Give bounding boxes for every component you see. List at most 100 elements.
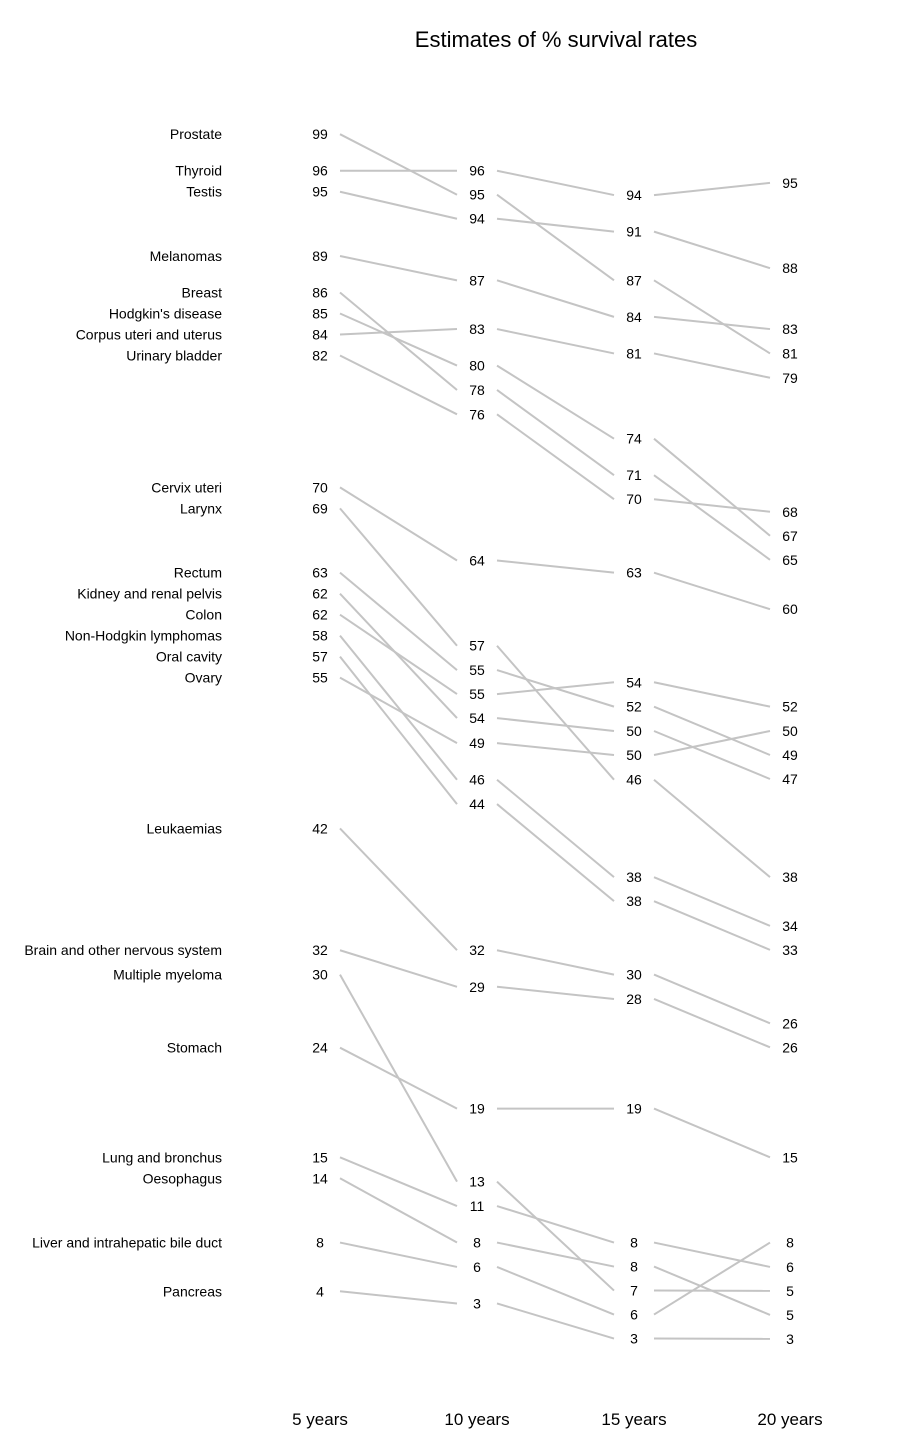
value-label: 57 bbox=[469, 638, 485, 654]
value-label: 58 bbox=[312, 628, 328, 644]
value-label: 85 bbox=[312, 306, 328, 322]
value-label: 95 bbox=[312, 184, 328, 200]
connector-line bbox=[339, 827, 458, 951]
connector-line bbox=[496, 364, 615, 440]
value-label: 86 bbox=[312, 285, 328, 301]
connector-line bbox=[653, 571, 771, 611]
value-label: 78 bbox=[469, 382, 485, 398]
row-label: Stomach bbox=[167, 1040, 222, 1056]
column-label: 15 years bbox=[601, 1410, 666, 1429]
value-label: 65 bbox=[782, 552, 798, 568]
connector-line bbox=[653, 998, 771, 1049]
connector-line bbox=[339, 133, 458, 196]
value-label: 29 bbox=[469, 979, 485, 995]
row-label: Breast bbox=[182, 285, 223, 301]
connector-line bbox=[653, 315, 771, 331]
value-label: 87 bbox=[626, 272, 642, 288]
value-label: 70 bbox=[626, 491, 642, 507]
value-label: 26 bbox=[782, 1039, 798, 1055]
connector-line bbox=[653, 778, 771, 878]
value-label: 55 bbox=[469, 662, 485, 678]
value-label: 62 bbox=[312, 607, 328, 623]
value-label: 5 bbox=[786, 1307, 794, 1323]
connector-line bbox=[496, 949, 615, 976]
connector-line bbox=[496, 985, 615, 1000]
connector-line bbox=[496, 169, 615, 197]
connector-line bbox=[339, 1177, 458, 1244]
column-label: 5 years bbox=[292, 1410, 348, 1429]
value-label: 32 bbox=[312, 942, 328, 958]
chart-title: Estimates of % survival rates bbox=[415, 27, 697, 52]
value-label: 50 bbox=[626, 747, 642, 763]
value-label: 42 bbox=[312, 820, 328, 836]
value-label: 83 bbox=[469, 321, 485, 337]
value-label: 95 bbox=[782, 175, 798, 191]
connector-line bbox=[339, 949, 458, 988]
connector-line bbox=[496, 1241, 615, 1268]
value-label: 49 bbox=[469, 735, 485, 751]
connector-line bbox=[496, 217, 615, 233]
connector-line bbox=[653, 1107, 771, 1159]
connector-line bbox=[496, 328, 615, 355]
connector-line bbox=[496, 1180, 615, 1292]
value-label: 74 bbox=[626, 431, 642, 447]
value-label: 91 bbox=[626, 224, 642, 240]
connector-line bbox=[496, 559, 615, 574]
value-label: 7 bbox=[630, 1283, 638, 1299]
value-label: 26 bbox=[782, 1015, 798, 1031]
value-label: 15 bbox=[782, 1149, 798, 1165]
connector-line bbox=[339, 507, 458, 647]
row-labels: Prostate Thyroid Testis Melanomas Breast Hodg… bbox=[24, 126, 222, 1299]
value-label: 88 bbox=[782, 260, 798, 276]
value-label: 62 bbox=[312, 586, 328, 602]
connector-line bbox=[339, 354, 458, 416]
value-label: 38 bbox=[782, 869, 798, 885]
row-label: Lung and bronchus bbox=[102, 1149, 222, 1165]
value-label: 30 bbox=[626, 967, 642, 983]
row-label: Larynx bbox=[180, 500, 222, 516]
connector-line bbox=[339, 1290, 458, 1305]
value-label: 46 bbox=[626, 772, 642, 788]
connector-line bbox=[339, 656, 458, 805]
value-label: 15 bbox=[312, 1149, 328, 1165]
connector-line bbox=[653, 437, 771, 537]
value-label: 96 bbox=[312, 163, 328, 179]
connector-line bbox=[339, 1156, 458, 1207]
value-label: 57 bbox=[312, 649, 328, 665]
value-label: 8 bbox=[316, 1235, 324, 1251]
value-label: 8 bbox=[473, 1235, 481, 1251]
connector-line bbox=[653, 681, 771, 708]
value-label: 83 bbox=[782, 321, 798, 337]
connector-line bbox=[339, 1241, 458, 1268]
value-label: 50 bbox=[626, 723, 642, 739]
value-label: 55 bbox=[469, 686, 485, 702]
connector-line bbox=[496, 803, 615, 902]
value-label: 81 bbox=[782, 345, 798, 361]
connector-line bbox=[496, 1265, 615, 1316]
row-label: Oesophagus bbox=[143, 1170, 222, 1186]
connector-line bbox=[339, 613, 458, 695]
row-label: Testis bbox=[186, 184, 222, 200]
connector-line bbox=[339, 486, 458, 562]
connector-line bbox=[653, 498, 771, 513]
value-label: 68 bbox=[782, 504, 798, 520]
row-label: Corpus uteri and uterus bbox=[76, 327, 222, 343]
connector-line bbox=[339, 635, 458, 781]
value-label: 47 bbox=[782, 771, 798, 787]
row-label: Kidney and renal pelvis bbox=[77, 586, 222, 602]
connector-line bbox=[653, 900, 771, 951]
connector-line bbox=[339, 291, 458, 391]
connector-line bbox=[496, 717, 615, 732]
connector-line bbox=[496, 681, 615, 696]
value-label: 80 bbox=[469, 358, 485, 374]
connector-line bbox=[653, 1265, 771, 1316]
value-label: 6 bbox=[630, 1307, 638, 1323]
value-label: 52 bbox=[782, 699, 798, 715]
connector-line bbox=[339, 676, 458, 745]
value-label: 34 bbox=[782, 918, 798, 934]
row-label: Melanomas bbox=[150, 248, 222, 264]
value-label: 71 bbox=[626, 467, 642, 483]
column-label: 10 years bbox=[444, 1410, 509, 1429]
value-label: 13 bbox=[469, 1174, 485, 1190]
